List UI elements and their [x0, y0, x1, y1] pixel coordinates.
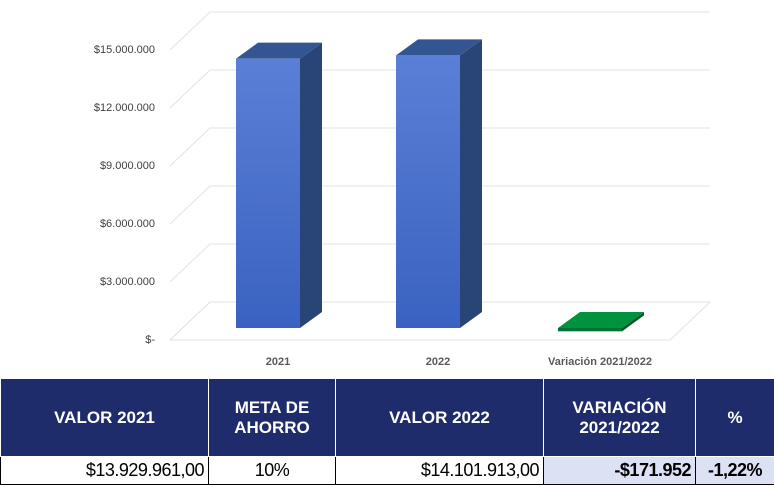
- cell: -$171.952: [544, 457, 696, 485]
- header-cell: VARIACIÓN 2021/2022: [544, 379, 696, 457]
- header-cell: VALOR 2021: [1, 379, 209, 457]
- header-cell: VALOR 2022: [336, 379, 544, 457]
- y-tick-label: $3.000.000: [100, 276, 155, 288]
- x-tick-label: Variación 2021/2022: [548, 356, 652, 368]
- cell: 10%: [209, 457, 336, 485]
- bar: [236, 59, 300, 328]
- y-tick-label: $12.000.000: [94, 102, 155, 114]
- y-tick-label: $6.000.000: [100, 218, 155, 230]
- summary-table: VALOR 2021 META DE AHORRO VALOR 2022 VAR…: [0, 378, 774, 485]
- bar: [558, 328, 622, 331]
- y-tick-label: $9.000.000: [100, 160, 155, 172]
- chart: $- $3.000.000 $6.000.000 $9.000.000 $12.000.…: [0, 0, 774, 378]
- bar: [396, 55, 460, 328]
- x-tick-label: 2021: [266, 356, 290, 368]
- cell: $14.101.913,00: [336, 457, 544, 485]
- cell: -1,22%: [696, 457, 774, 485]
- header-cell: META DE AHORRO: [209, 379, 336, 457]
- cell: $13.929.961,00: [1, 457, 209, 485]
- y-tick-label: $15.000.000: [94, 44, 155, 56]
- x-tick-label: 2022: [426, 356, 450, 368]
- bar-side: [460, 39, 482, 328]
- bar-side: [300, 43, 322, 328]
- y-tick-label: $-: [145, 334, 155, 346]
- bar-top: [558, 312, 644, 328]
- header-cell: %: [696, 379, 774, 457]
